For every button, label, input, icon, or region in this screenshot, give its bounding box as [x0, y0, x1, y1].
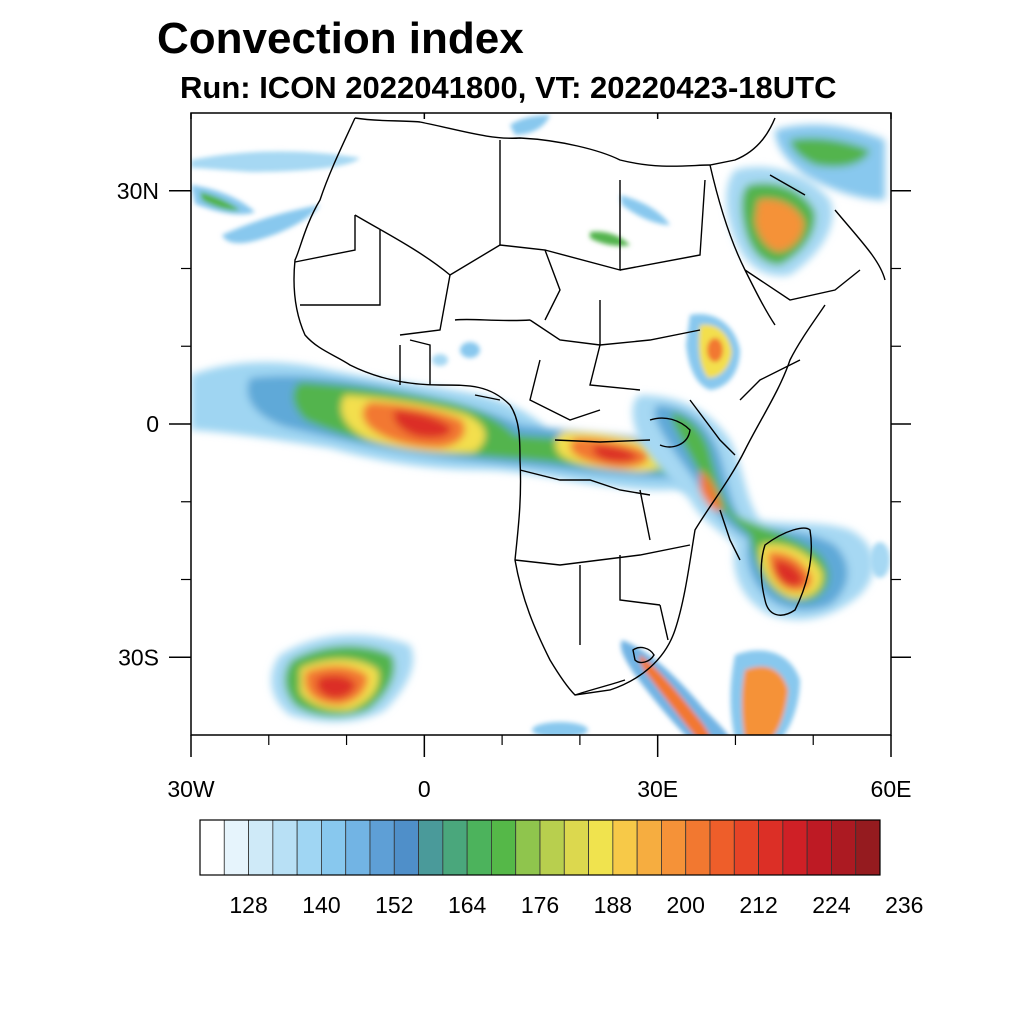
colorbar-tick-label: 224	[812, 892, 851, 918]
colorbar-swatch	[272, 819, 298, 876]
colorbar-swatch	[393, 819, 419, 876]
colorbar-swatch	[588, 819, 614, 876]
minor-ticks	[181, 267, 901, 745]
colorbar-swatch	[539, 819, 565, 876]
colorbar-tick-label: 200	[667, 892, 705, 918]
colorbar-swatch	[636, 819, 662, 876]
colorbar-swatch	[296, 819, 322, 876]
colorbar-tick-label: 176	[521, 892, 559, 918]
colorbar-swatch	[782, 819, 808, 876]
colorbar-swatch	[806, 819, 832, 876]
colorbar-swatch	[733, 819, 759, 876]
colorbar-tick-label: 236	[885, 892, 923, 918]
colorbar-swatch	[563, 819, 589, 876]
colorbar-swatch	[369, 819, 395, 876]
colorbar-tick-label: 188	[594, 892, 632, 918]
lat-tick-label: 0	[146, 411, 159, 437]
colorbar-frame	[199, 819, 881, 876]
colorbar-tick-label: 152	[375, 892, 413, 918]
lat-tick-label: 30N	[117, 178, 159, 204]
colorbar-swatch	[199, 819, 225, 876]
latitude-axis: 30N 0 30S	[117, 178, 911, 670]
colorbar-swatch	[661, 819, 687, 876]
lon-tick-label: 0	[418, 776, 431, 802]
country-boundaries	[293, 117, 886, 696]
lon-tick-label: 60E	[871, 776, 912, 802]
colorbar-swatch	[685, 819, 711, 876]
colorbar-swatch	[831, 819, 857, 876]
colorbar-tick-label: 140	[302, 892, 340, 918]
colorbar-swatch	[248, 819, 274, 876]
colorbar-swatch	[223, 819, 249, 876]
longitude-axis: 30W 0 30E 60E	[167, 113, 911, 802]
colorbar-swatch	[709, 819, 735, 876]
lat-tick-label: 30S	[118, 644, 159, 670]
convection-field	[191, 115, 890, 735]
colorbar-swatch	[418, 819, 444, 876]
colorbar-swatch	[321, 819, 347, 876]
colorbar-swatch	[758, 819, 784, 876]
colorbar-swatch	[466, 819, 492, 876]
colorbar-tick-label: 128	[229, 892, 267, 918]
colorbar-swatch	[491, 819, 517, 876]
colorbar: 128 140 152 164 176 188 200 212 224 236	[199, 819, 923, 918]
colorbar-tick-label: 164	[448, 892, 487, 918]
lon-tick-label: 30E	[637, 776, 678, 802]
colorbar-swatch	[515, 819, 541, 876]
colorbar-swatch	[345, 819, 371, 876]
colorbar-tick-label: 212	[739, 892, 777, 918]
colorbar-swatch	[442, 819, 468, 876]
colorbar-swatch	[855, 819, 881, 876]
map-subtitle: Run: ICON 2022041800, VT: 20220423-18UTC	[180, 70, 837, 105]
colorbar-swatch	[612, 819, 638, 876]
lon-tick-label: 30W	[167, 776, 215, 802]
map-title: Convection index	[157, 14, 524, 63]
